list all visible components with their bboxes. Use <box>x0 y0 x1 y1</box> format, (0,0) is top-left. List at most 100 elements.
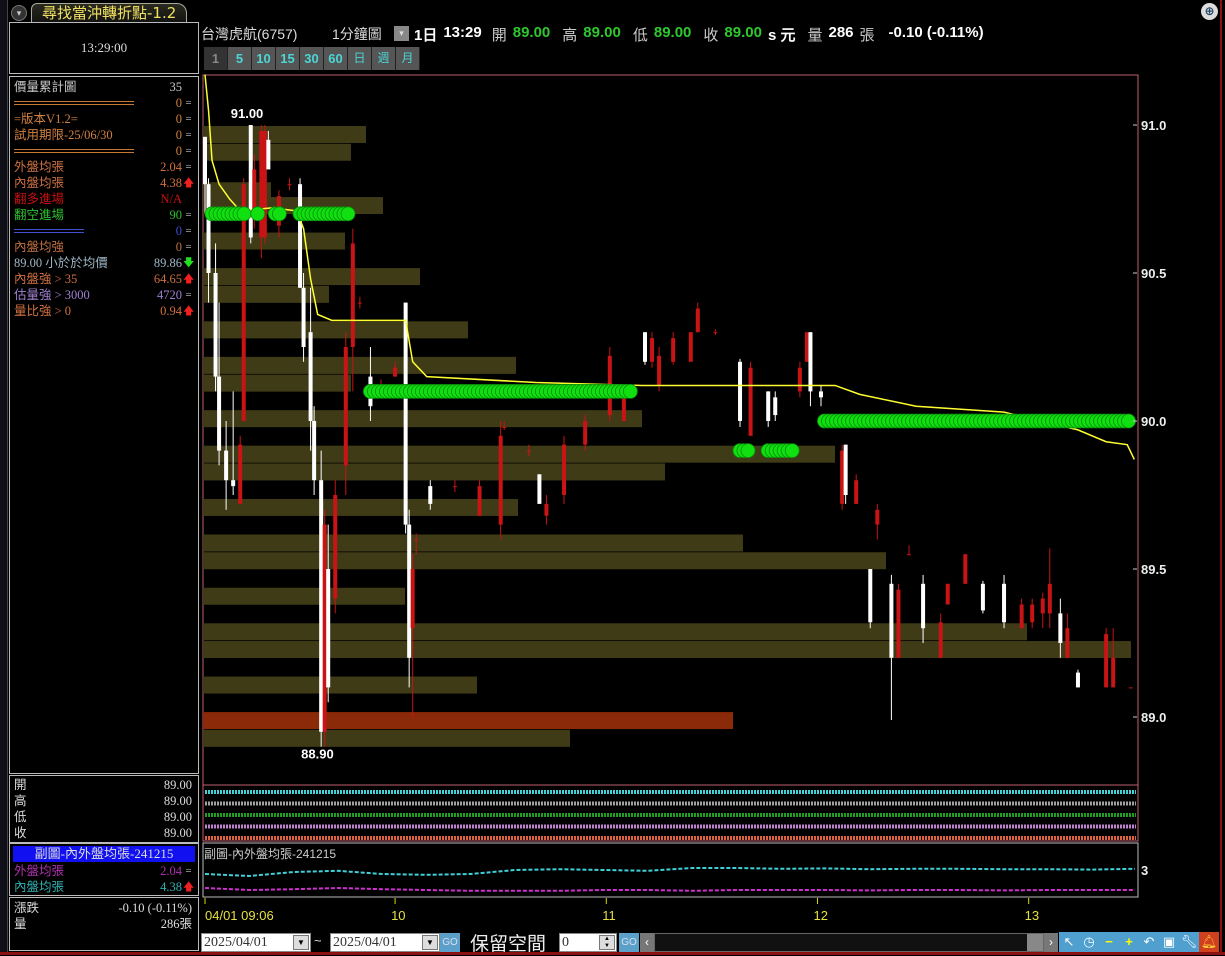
quote-bar: 1日 13:29 開 89.00 高 89.00 低 89.00 收 89.00 s 元… <box>414 24 984 45</box>
period-label: 1分鐘圖 <box>332 26 382 42</box>
zoom-out-icon[interactable]: − <box>1099 932 1119 952</box>
volume-profile-bar <box>203 410 642 428</box>
indicator-list: 價量累計圖 35 0 = =版本V1.2= 0 = 試用期限-25/06/30 0 = 0 = 外盤均張… <box>9 76 199 774</box>
high-label: 高 <box>562 27 578 44</box>
timeframe-1[interactable]: 1 <box>204 47 228 70</box>
timeframe-60[interactable]: 60 <box>324 47 348 70</box>
scrollbar-thumb[interactable] <box>1027 934 1043 951</box>
candle-body <box>248 125 253 238</box>
date-separator: ~ <box>314 933 322 948</box>
scroll-left-button[interactable]: ‹ <box>640 933 654 952</box>
date-go-button[interactable]: GO <box>440 933 460 952</box>
reserve-input[interactable]: 0 ▲ ▼ <box>559 933 617 952</box>
trend-arrow-icon: = <box>185 113 192 125</box>
volume-profile-bar <box>203 676 477 694</box>
clock-icon[interactable]: ◷ <box>1079 932 1099 952</box>
volume-profile-bar <box>203 356 516 374</box>
period-dropdown-button[interactable]: ▾ <box>394 26 409 41</box>
sub-chart-title: 副圖-內外盤均張-241215 <box>204 847 336 861</box>
x-tick-label: 11 <box>602 908 616 923</box>
sub-legend-box: 副圖-內外盤均張-241215 外盤均張 2.04 = 內盤均張 4.38 🡅 <box>9 843 199 896</box>
ohlc-value: 89.00 <box>163 794 192 808</box>
signal-marker-run <box>817 413 1136 429</box>
timeframe-週[interactable]: 週 <box>372 47 396 70</box>
ohlc-row: 高 89.00 <box>14 793 194 809</box>
zoom-plus-icon[interactable]: + <box>1119 932 1139 952</box>
candle-body <box>671 338 676 362</box>
cursor-icon[interactable]: ↖ <box>1059 932 1079 952</box>
candle-body <box>797 367 802 392</box>
candle-body <box>287 184 292 186</box>
ohlc-label: 高 <box>14 794 27 808</box>
candle-body <box>1065 628 1070 658</box>
dropdown-arrow-icon[interactable]: ▼ <box>293 935 309 950</box>
candle-body <box>502 426 507 428</box>
bottom-border <box>0 952 1225 955</box>
volume-profile-bar <box>203 321 468 339</box>
bell-icon[interactable]: 🔔︎ <box>1199 932 1219 952</box>
open-value: 89.00 <box>512 24 551 41</box>
undo-icon[interactable]: ↶ <box>1139 932 1159 952</box>
clock: 13:29:00 <box>80 40 128 55</box>
candle-body <box>414 539 419 541</box>
timeframe-15[interactable]: 15 <box>276 47 300 70</box>
y-tick-label: 89.0 <box>1141 710 1166 725</box>
reserve-go-button[interactable]: GO <box>619 933 639 952</box>
zoom-in-icon[interactable]: ⊕ <box>1201 3 1218 20</box>
signal-marker-run <box>250 206 266 222</box>
indicator-label: 內盤均張 <box>14 176 65 190</box>
timeframe-日[interactable]: 日 <box>348 47 372 70</box>
indicator-row: 翻空進場 90 = <box>14 207 194 223</box>
timeframe-30[interactable]: 30 <box>300 47 324 70</box>
indicator-tab[interactable]: ▾ 尋找當沖轉折點-1.2 <box>9 2 199 23</box>
timeframe-10[interactable]: 10 <box>252 47 276 70</box>
trend-arrow-icon: 🡅 <box>183 881 195 893</box>
volume-profile-bar <box>203 729 570 747</box>
indicator-row: 翻多進場 N/A <box>14 191 194 207</box>
indicator-label: 內盤強 > 35 <box>14 272 78 286</box>
sub-chart-line <box>204 886 1135 892</box>
candle-body <box>262 130 267 238</box>
indicator-row: 估量強 > 3000 4720 = <box>14 287 194 303</box>
sub-legend-label: 內盤均張 <box>14 880 65 894</box>
wrench-icon[interactable]: 🔧︎ <box>1179 932 1199 952</box>
timeframe-月[interactable]: 月 <box>396 47 420 70</box>
candle-body <box>410 569 415 629</box>
indicator-label: 估量強 > 3000 <box>14 288 90 302</box>
candle-body <box>1030 604 1035 623</box>
indicator-label: 89.00 小於於均價 <box>14 256 108 270</box>
y-tick-label: 90.5 <box>1141 266 1166 281</box>
date-to-input[interactable]: 2025/04/01 ▼ <box>330 933 440 952</box>
indicator-row: 0 = <box>14 95 194 111</box>
timeframe-5[interactable]: 5 <box>228 47 252 70</box>
sub-legend-value: 4.38 <box>160 880 182 894</box>
x-tick-label: 10 <box>391 908 405 923</box>
menu-knob-icon[interactable]: ▾ <box>11 5 27 21</box>
candle-body <box>544 503 549 516</box>
sub-chart-y-label: 3 <box>1141 863 1148 878</box>
candle-body <box>963 554 968 584</box>
trend-arrow-icon: = <box>185 209 192 221</box>
candle-body <box>301 287 306 347</box>
volume-profile-bar <box>203 445 835 463</box>
indicator-value: 0 <box>175 144 182 158</box>
candle-body <box>1058 613 1063 643</box>
signal-marker-run <box>292 206 356 222</box>
ohlc-row: 收 89.00 <box>14 825 194 841</box>
signal-marker-run <box>732 443 756 459</box>
candle-body <box>1047 583 1052 614</box>
low-label: 88.90 <box>301 747 334 762</box>
sub-chart-selector[interactable]: 副圖-內外盤均張-241215 <box>13 846 195 862</box>
candle-body <box>945 583 950 605</box>
fit-screen-icon[interactable]: ▣ <box>1159 932 1179 952</box>
dropdown-arrow-icon[interactable]: ▼ <box>422 935 438 950</box>
horizontal-scrollbar[interactable] <box>654 933 1044 952</box>
date-from-input[interactable]: 2025/04/01 ▼ <box>201 933 311 952</box>
reserve-label: 保留空間 <box>470 934 547 955</box>
scroll-right-button[interactable]: › <box>1044 933 1058 952</box>
y-tick-label: 90.0 <box>1141 414 1166 429</box>
change-value: -0.10 (-0.11%) <box>118 901 192 915</box>
indicator-row: 內盤強 > 35 64.65 🡅 <box>14 271 194 287</box>
stepper-icon[interactable]: ▲ ▼ <box>599 935 615 950</box>
